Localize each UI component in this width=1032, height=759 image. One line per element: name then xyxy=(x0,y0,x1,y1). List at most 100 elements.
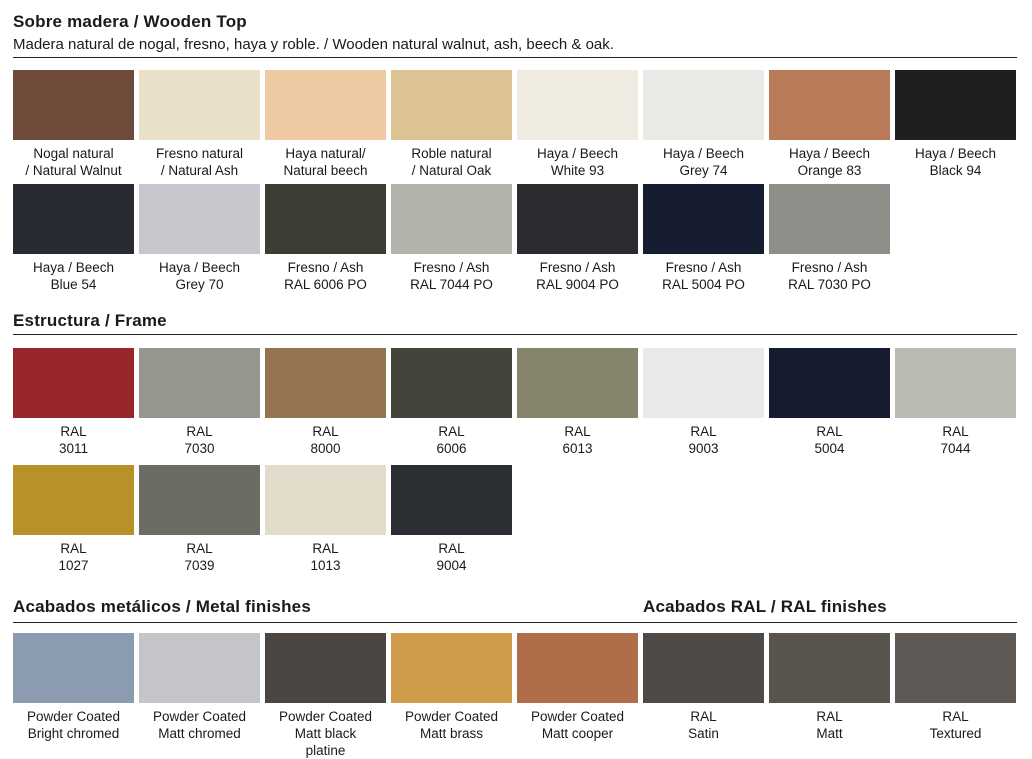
metal-swatch: Powder Coated Matt brass xyxy=(391,633,512,742)
swatch-label: Fresno / Ash RAL 5004 PO xyxy=(643,259,764,293)
swatch-label-line: Textured xyxy=(929,726,982,741)
swatch-label: Nogal natural / Natural Walnut xyxy=(13,145,134,179)
swatch-label-line: 8000 xyxy=(310,441,341,456)
color-chip xyxy=(643,633,764,703)
swatch-label-line: / Natural Ash xyxy=(160,163,239,178)
swatch-label: Powder Coated Bright chromed xyxy=(13,708,134,742)
swatch-label-line: White 93 xyxy=(550,163,605,178)
divider xyxy=(13,334,1017,335)
swatch-label-line: RAL 7044 PO xyxy=(410,277,493,292)
wood-swatch: Haya / Beech Grey 74 xyxy=(643,70,764,179)
swatch-label: Fresno / Ash RAL 7044 PO xyxy=(391,259,512,293)
ral_finishes-swatch: RAL Textured xyxy=(895,633,1016,742)
color-chip xyxy=(265,633,386,703)
frame-swatch: RAL 8000 xyxy=(265,348,386,457)
color-chip xyxy=(265,70,386,140)
swatch-label: RAL 5004 xyxy=(769,423,890,457)
color-chip xyxy=(139,348,260,418)
frame-swatch: RAL 6013 xyxy=(517,348,638,457)
color-chip xyxy=(769,70,890,140)
color-chip xyxy=(13,348,134,418)
swatch-label-line: Haya / Beech xyxy=(662,146,745,161)
frame-swatch: RAL 1013 xyxy=(265,465,386,574)
swatch-label: Haya / Beech Orange 83 xyxy=(769,145,890,179)
color-chip xyxy=(139,184,260,254)
swatch-label: RAL 3011 xyxy=(13,423,134,457)
color-chip xyxy=(517,348,638,418)
swatch-label-line: Black 94 xyxy=(929,163,982,178)
wood-section-subtitle: Madera natural de nogal, fresno, haya y … xyxy=(13,36,614,53)
frame-swatch: RAL 7030 xyxy=(139,348,260,457)
swatch-label-line: Haya natural/ xyxy=(285,146,366,161)
swatch-label-line: 7039 xyxy=(184,558,215,573)
swatch-label-line: Haya / Beech xyxy=(536,146,619,161)
swatch-label-line: 6013 xyxy=(562,441,593,456)
wood-swatch: Haya natural/Natural beech xyxy=(265,70,386,179)
swatch-label-line: 7030 xyxy=(184,441,215,456)
swatch-label-line: Fresno / Ash xyxy=(287,260,364,275)
color-chip xyxy=(643,184,764,254)
swatch-label-line: Matt xyxy=(816,726,843,741)
color-chip xyxy=(265,184,386,254)
color-chip xyxy=(139,70,260,140)
swatch-label: Roble natural / Natural Oak xyxy=(391,145,512,179)
swatch-label-line: Fresno / Ash xyxy=(665,260,742,275)
swatch-label-line: RAL xyxy=(438,541,465,556)
swatch-label: Fresno / Ash RAL 7030 PO xyxy=(769,259,890,293)
swatch-label-line: Orange 83 xyxy=(797,163,862,178)
color-chip xyxy=(265,348,386,418)
frame-swatch: RAL 1027 xyxy=(13,465,134,574)
swatch-label-line: 7044 xyxy=(940,441,971,456)
swatch-label: RAL 6006 xyxy=(391,423,512,457)
color-chip xyxy=(769,184,890,254)
swatch-label: RAL 9003 xyxy=(643,423,764,457)
swatch-label-line: Haya / Beech xyxy=(914,146,997,161)
swatch-label-line: RAL xyxy=(816,709,843,724)
divider xyxy=(13,57,1017,58)
swatch-label-line: RAL xyxy=(186,424,213,439)
swatch-label-line: Haya / Beech xyxy=(158,260,241,275)
swatch-label-line: Nogal natural xyxy=(33,146,114,161)
wood-swatch: Fresno / Ash RAL 5004 PO xyxy=(643,184,764,293)
color-chip xyxy=(895,633,1016,703)
swatch-label: Fresno / Ash RAL 6006 PO xyxy=(265,259,386,293)
swatch-label: RAL Textured xyxy=(895,708,1016,742)
swatch-label-line: RAL 9004 PO xyxy=(536,277,619,292)
color-chip xyxy=(265,465,386,535)
swatch-label: RAL 9004 xyxy=(391,540,512,574)
swatch-label-line: Fresno / Ash xyxy=(791,260,868,275)
swatch-label-line: platine xyxy=(305,743,346,758)
swatch-label-line: Satin xyxy=(688,726,719,741)
swatch-label: RAL 1027 xyxy=(13,540,134,574)
swatch-label-line: RAL xyxy=(60,541,87,556)
color-chip xyxy=(391,184,512,254)
swatch-label: Powder Coated Matt brass xyxy=(391,708,512,742)
swatch-label-line: Powder Coated xyxy=(26,709,121,724)
color-chip xyxy=(391,70,512,140)
metal-swatch: Powder Coated Matt black platine xyxy=(265,633,386,759)
swatch-label-line: 1013 xyxy=(310,558,341,573)
swatch-label-line: 5004 xyxy=(814,441,845,456)
swatch-label-line: RAL xyxy=(690,709,717,724)
frame-section-title: Estructura / Frame xyxy=(13,311,167,330)
swatch-label: Haya / Beech White 93 xyxy=(517,145,638,179)
swatch-label-line: RAL xyxy=(942,424,969,439)
swatch-label: RAL 7044 xyxy=(895,423,1016,457)
wood-swatch: Fresno / Ash RAL 6006 PO xyxy=(265,184,386,293)
frame-swatch: RAL 9004 xyxy=(391,465,512,574)
swatch-label-line: Haya / Beech xyxy=(32,260,115,275)
swatch-label-line: Haya / Beech xyxy=(788,146,871,161)
ral-finishes-section-title: Acabados RAL / RAL finishes xyxy=(643,597,887,616)
swatch-label-line: RAL xyxy=(438,424,465,439)
swatch-label-line: Fresno / Ash xyxy=(539,260,616,275)
swatch-label-line: RAL xyxy=(312,541,339,556)
swatch-label: Powder Coated Matt black platine xyxy=(265,708,386,759)
wood-section-title: Sobre madera / Wooden Top xyxy=(13,12,247,31)
frame-swatch: RAL 3011 xyxy=(13,348,134,457)
swatch-label: RAL Matt xyxy=(769,708,890,742)
swatch-label: Haya / Beech Blue 54 xyxy=(13,259,134,293)
ral_finishes-swatch: RAL Satin xyxy=(643,633,764,742)
swatch-label-line: RAL xyxy=(186,541,213,556)
swatch-label-line: Roble natural xyxy=(411,146,492,161)
wood-swatch: Haya / Beech White 93 xyxy=(517,70,638,179)
